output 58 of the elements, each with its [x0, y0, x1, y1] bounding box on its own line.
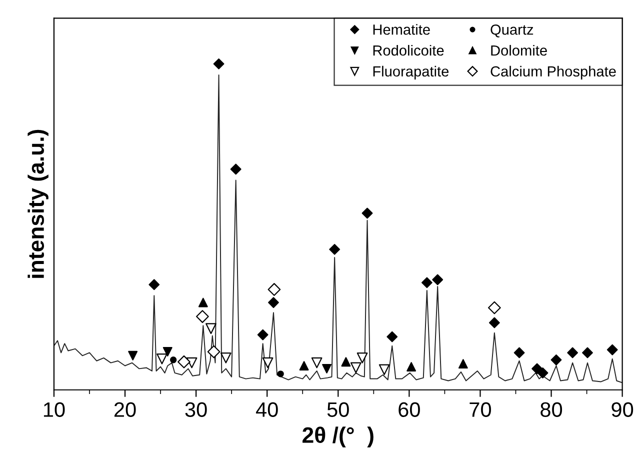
point [206, 323, 216, 334]
point [196, 310, 209, 323]
y-axis-title: intensity (a.u.) [28, 130, 48, 278]
point [170, 356, 177, 364]
x-tick-label: 60 [398, 402, 420, 417]
point [148, 279, 160, 290]
point [488, 317, 500, 328]
legend-label: Rodolicoite [373, 44, 444, 56]
point [350, 362, 362, 374]
point [230, 164, 242, 175]
point [162, 347, 172, 356]
point [386, 331, 398, 342]
point [458, 359, 468, 369]
point [198, 298, 208, 308]
point [421, 277, 432, 288]
x-tick-label: 70 [470, 402, 491, 417]
point [213, 58, 224, 70]
point [378, 364, 390, 376]
point [606, 344, 618, 356]
point [257, 329, 268, 340]
point [514, 347, 525, 358]
legend-label: Hematite [373, 24, 430, 35]
point [329, 244, 340, 255]
point [356, 352, 368, 364]
point [322, 364, 332, 374]
point [178, 355, 190, 368]
x-tick-label: 20 [114, 402, 136, 417]
point [156, 353, 168, 364]
point [488, 301, 501, 314]
x-tick-label: 80 [540, 402, 562, 417]
point [268, 283, 281, 296]
point [299, 361, 309, 370]
point [277, 370, 284, 378]
x-tick-label: 50 [327, 402, 349, 417]
point [432, 274, 444, 286]
x-axis-title: 2θ /(° ) [302, 426, 374, 448]
x-tick-label: 40 [256, 402, 278, 417]
point [582, 347, 593, 358]
x-tick-label: 30 [185, 402, 207, 417]
point [341, 357, 351, 367]
point [567, 347, 578, 358]
point [207, 345, 220, 358]
point [268, 297, 279, 308]
legend-label: Quartz [490, 24, 534, 38]
x-tick-label: 10 [44, 402, 65, 417]
point [220, 352, 232, 364]
point [406, 362, 416, 372]
legend-label: Dolomite [491, 44, 547, 56]
point [128, 350, 138, 360]
point [262, 357, 274, 368]
point [311, 357, 322, 368]
point [550, 354, 562, 366]
point [537, 367, 548, 378]
legend-label: Fluorapatite [373, 66, 449, 80]
point [186, 357, 198, 368]
legend-label: Calcium Phosphate [490, 66, 616, 80]
point [362, 208, 373, 219]
x-tick-label: 90 [612, 402, 634, 417]
